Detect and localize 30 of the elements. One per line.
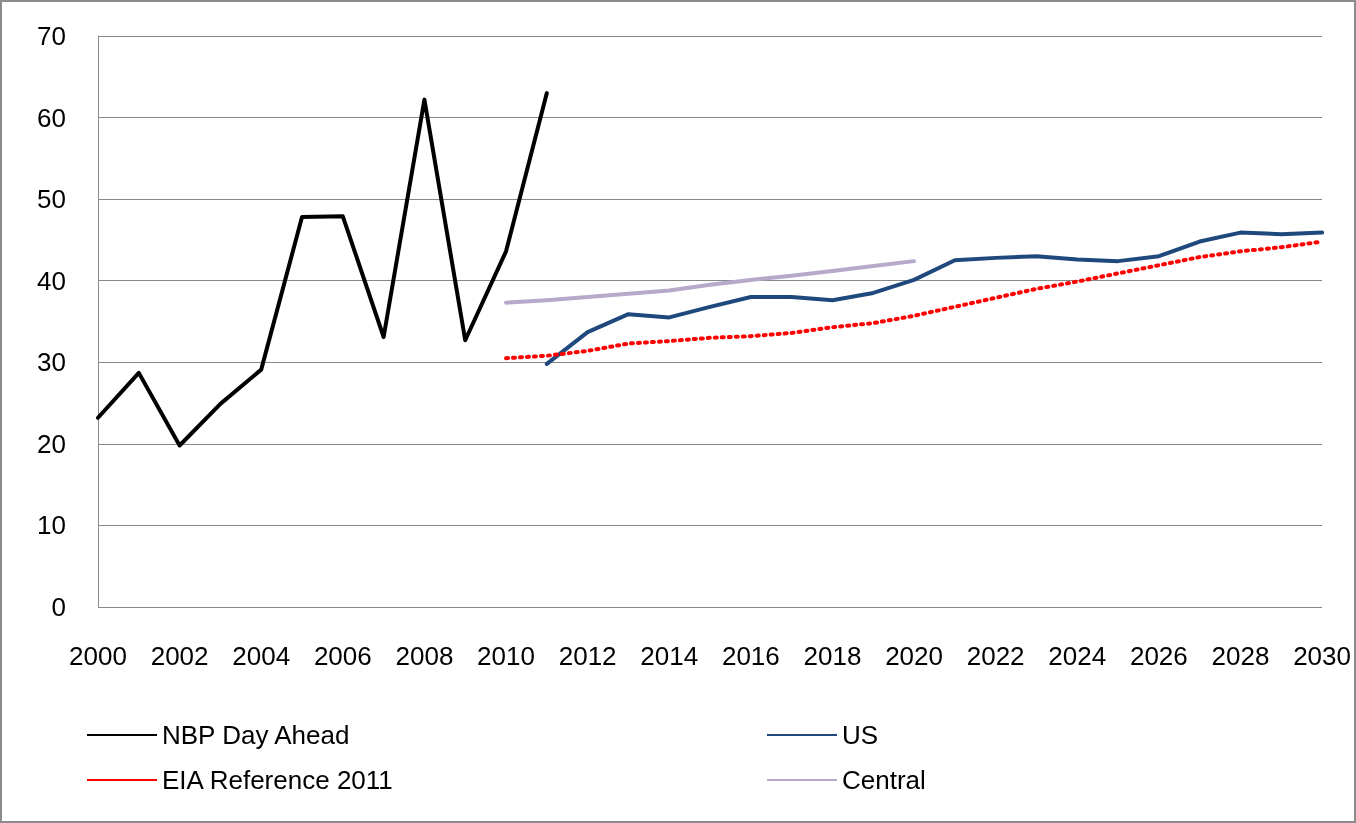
- x-tick-label: 2020: [885, 641, 943, 671]
- y-tick-label: 0: [51, 592, 66, 622]
- y-tick-label: 10: [37, 510, 66, 541]
- x-tick-label: 2010: [477, 641, 535, 671]
- line-series: [504, 259, 917, 305]
- legend-label: EIA Reference 2011: [162, 765, 393, 795]
- x-tick-label: 2008: [395, 641, 454, 671]
- x-tick-label: 2016: [721, 641, 780, 671]
- x-tick-label: 2002: [150, 641, 209, 671]
- y-tick-label: 20: [37, 428, 66, 459]
- y-tick-label: 40: [37, 265, 66, 296]
- y-tick-label: 70: [37, 21, 66, 51]
- legend-label: NBP Day Ahead: [162, 720, 350, 750]
- x-tick-label: 2026: [1129, 641, 1188, 671]
- x-tick-label: 2000: [69, 641, 127, 671]
- x-tick-label: 2006: [313, 641, 372, 671]
- x-tick-label: 2024: [1048, 641, 1107, 671]
- legend-label: Central: [842, 765, 926, 795]
- line-series: [96, 91, 549, 448]
- x-tick-label: 2030: [1293, 641, 1351, 671]
- y-tick-label: 60: [37, 102, 66, 133]
- y-tick-label: 50: [37, 184, 66, 215]
- x-tick-label: 2004: [232, 641, 291, 671]
- x-tick-label: 2022: [966, 641, 1025, 671]
- legend-label: US: [842, 720, 879, 750]
- x-tick-label: 2028: [1211, 641, 1270, 671]
- x-tick-label: 2012: [558, 641, 617, 671]
- x-tick-label: 2014: [640, 641, 699, 671]
- y-tick-label: 30: [37, 347, 66, 378]
- x-tick-label: 2018: [803, 641, 862, 671]
